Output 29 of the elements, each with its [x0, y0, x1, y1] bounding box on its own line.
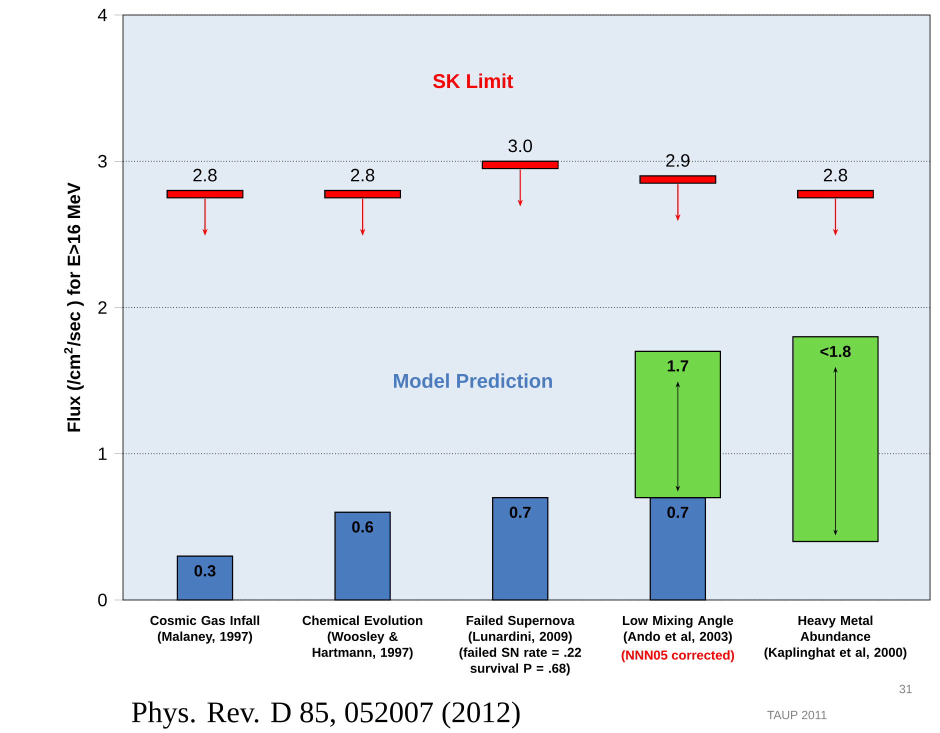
data-label: 0.7 — [667, 506, 688, 518]
data-label: 0.6 — [352, 521, 374, 533]
y-tick-label: 2 — [98, 301, 107, 314]
text: SK Limit — [433, 74, 514, 88]
x-tick-label: Chemical Evolution (Woosley & Hartmann, 1997) — [302, 616, 422, 660]
x-tick-label: Failed Supernova (Lunardini, 2009) (failed SN rate = .22 survival P = .68) — [460, 616, 582, 676]
data-label: 3.0 — [508, 140, 532, 152]
x-tick-label: Cosmic Gas Infall (Malaney, 1997) — [150, 616, 260, 644]
data-label: 0.3 — [194, 565, 216, 576]
y-tick-label: 1 — [98, 448, 107, 460]
x-tick-label: Heavy Metal Abundance (Kaplinghat et al, 2000) — [764, 616, 906, 660]
text: Phys. Rev. D 85, 052007 (2012) — [132, 701, 520, 729]
data-label: 0.7 — [510, 506, 531, 518]
y-tick-label: 3 — [98, 154, 107, 168]
data-label: <1.8 — [820, 346, 851, 358]
data-label: 2.8 — [351, 168, 374, 182]
text: TAUP 2011 — [767, 710, 826, 720]
data-label: 2.9 — [666, 154, 690, 167]
y-tick-label: 0 — [98, 594, 107, 606]
data-label: 2.8 — [824, 168, 848, 182]
data-label: 2.8 — [193, 168, 217, 182]
text: 31 — [900, 684, 912, 694]
text: (NNN05 corrected) — [622, 650, 734, 662]
bar — [792, 336, 879, 542]
y-tick-label: 4 — [98, 8, 107, 22]
x-tick-label: Low Mixing Angle (Ando et al, 2003) — [622, 616, 734, 644]
text: Model Prediction — [394, 373, 552, 388]
y-axis-title: Flux (/cm$^{2}$/sec ) for E>16 MeV — [64, 182, 84, 432]
data-label: 1.7 — [668, 360, 688, 372]
